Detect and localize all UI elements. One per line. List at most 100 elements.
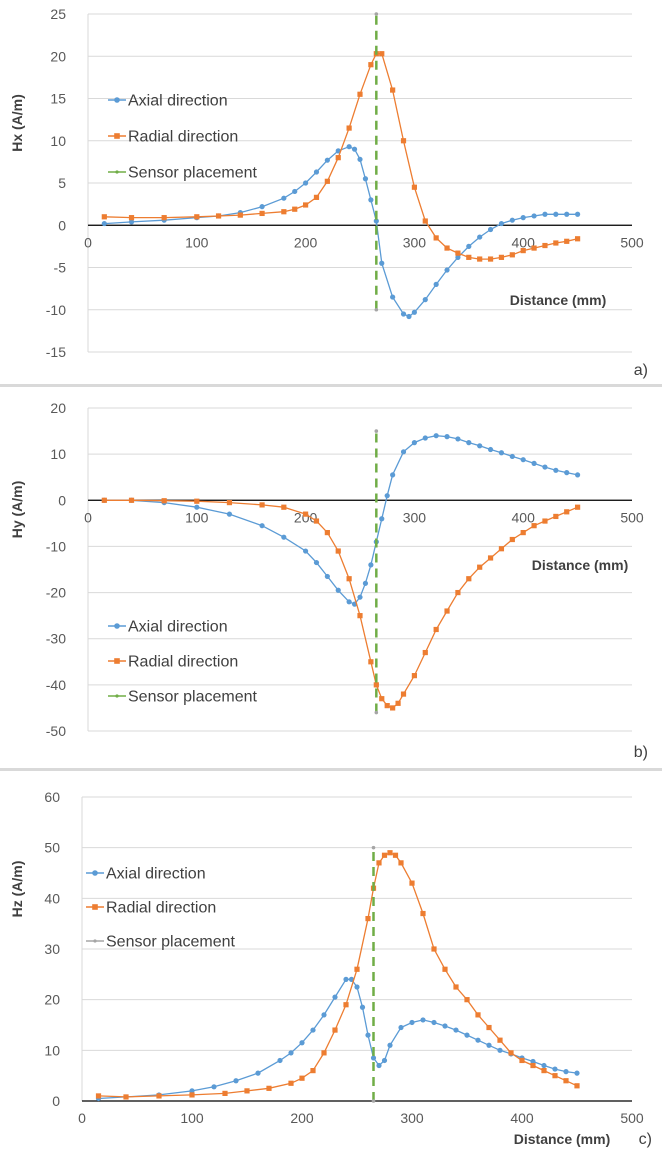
radial-data-point [464, 997, 470, 1003]
y-tick-label: 60 [44, 789, 60, 805]
radial-data-point [156, 1093, 162, 1099]
radial-data-point [411, 673, 417, 679]
legend-item: Axial direction [86, 866, 206, 883]
y-tick-label: 10 [50, 133, 66, 149]
radial-data-point [395, 700, 401, 706]
x-tick-label: 200 [294, 509, 318, 525]
legend-label: Sensor placement [128, 689, 258, 706]
y-tick-label: -10 [46, 538, 66, 554]
legend-label: Sensor placement [128, 165, 258, 182]
radial-data-point [332, 1027, 338, 1033]
radial-data-point [313, 518, 320, 524]
radial-data-point [531, 245, 537, 251]
radial-data-point [194, 214, 200, 220]
radial-data-point [520, 248, 526, 254]
radial-data-point [299, 1075, 305, 1081]
radial-data-point [161, 498, 167, 504]
x-tick-label: 500 [620, 234, 644, 250]
radial-data-point [226, 499, 233, 506]
radial-data-point [161, 215, 167, 221]
axial-data-point [381, 1057, 388, 1064]
legend-item: Axial direction [108, 619, 228, 636]
axial-data-point [259, 523, 265, 529]
radial-data-point [553, 513, 559, 520]
y-tick-label: 10 [50, 446, 66, 462]
radial-data-point [477, 256, 483, 262]
axial-data-point [552, 1066, 558, 1072]
axial-data-point [376, 1062, 382, 1069]
radial-data-point [411, 184, 417, 190]
radial-data-point [422, 649, 428, 656]
x-tick-label: 300 [403, 234, 427, 250]
panel-separator [0, 384, 662, 387]
radial-data-point [390, 705, 396, 711]
y-tick-label: 5 [58, 175, 66, 191]
radial-data-point [575, 504, 581, 510]
radial-data-point [303, 202, 309, 208]
radial-data-point [498, 546, 505, 552]
radial-data-point [487, 555, 494, 561]
axial-data-point [420, 1017, 426, 1023]
y-tick-label: -15 [46, 344, 66, 360]
x-axis-title: Distance (mm) [514, 1131, 610, 1147]
axial-data-point [575, 472, 581, 478]
axial-data-point [541, 1062, 547, 1069]
axial-data-point [370, 1055, 377, 1061]
y-axis-title: Hy (A/m) [9, 481, 25, 539]
sensor-placement-marker [374, 710, 379, 715]
axial-data-point [542, 211, 548, 217]
x-tick-label: 0 [78, 1110, 86, 1126]
axial-data-point [335, 587, 341, 593]
radial-data-point [215, 213, 222, 219]
radial-data-point [288, 1080, 294, 1086]
x-tick-label: 200 [290, 1110, 314, 1126]
axial-data-point [233, 1078, 239, 1084]
chart-panel-a: -15 -10 -5 0 5 10 15 20 25 0 100 200 300 400 500 Hx (A/… [9, 6, 648, 379]
radial-data-point [509, 536, 515, 543]
radial-data-point [433, 235, 439, 241]
y-tick-label: -5 [54, 260, 67, 276]
panel-label: b) [634, 744, 648, 761]
axial-data-point [332, 994, 338, 1000]
legend-marker [114, 623, 120, 629]
axial-data-point [384, 493, 390, 499]
radial-data-point [420, 910, 426, 917]
y-tick-label: -10 [46, 302, 66, 318]
radial-data-point [354, 966, 360, 972]
radial-data-point [95, 1093, 102, 1099]
axial-data-point [575, 211, 581, 217]
axial-data-point [362, 580, 369, 586]
axial-data-point [362, 176, 369, 182]
x-tick-label: 500 [620, 509, 644, 525]
sensor-placement-marker [374, 429, 379, 433]
y-tick-label: 30 [44, 941, 60, 957]
axial-data-point [368, 197, 374, 203]
axial-data-point [365, 1032, 371, 1038]
radial-series-line [104, 499, 578, 709]
legend-item: Sensor placement [108, 165, 258, 182]
axial-data-point [379, 516, 385, 522]
axial-data-point [509, 453, 515, 460]
radial-data-point [259, 502, 265, 508]
radial-data-point [222, 1090, 228, 1096]
legend-item: Radial direction [86, 900, 216, 917]
radial-data-point [487, 256, 494, 262]
radial-data-point [466, 254, 472, 260]
radial-data-point [531, 523, 537, 529]
axial-data-point [564, 470, 570, 476]
legend-label: Radial direction [128, 129, 238, 146]
radial-data-point [381, 852, 388, 858]
axial-data-point [433, 281, 439, 287]
axial-data-point [373, 218, 379, 224]
radial-data-point [101, 497, 107, 503]
axial-data-point [464, 1032, 470, 1038]
y-tick-label: 15 [50, 91, 66, 107]
radial-data-point [281, 209, 287, 215]
axial-data-point [346, 144, 352, 150]
legend-item: Sensor placement [108, 689, 258, 706]
y-tick-label: 20 [50, 400, 66, 416]
axial-data-point [343, 976, 349, 983]
axial-data-point [411, 309, 417, 315]
radial-data-point [324, 529, 330, 536]
radial-data-point [455, 250, 461, 256]
